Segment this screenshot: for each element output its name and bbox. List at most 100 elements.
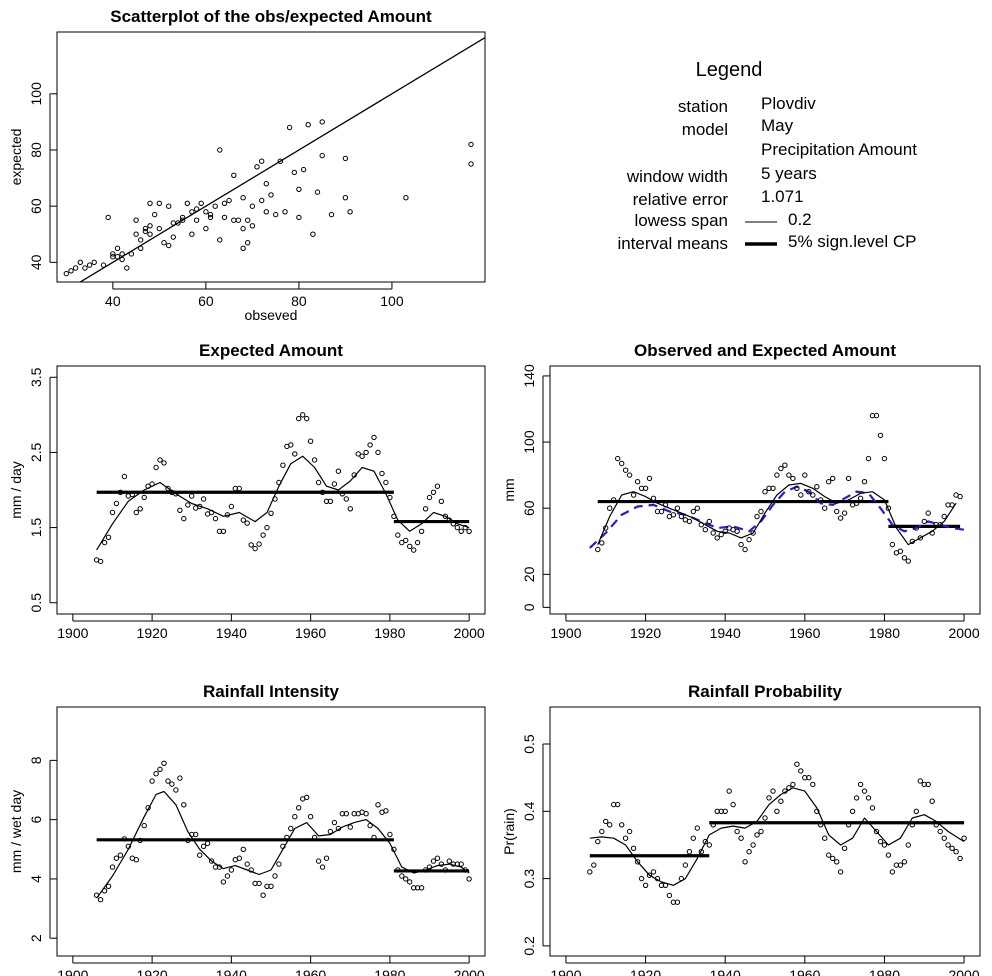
y-tick-label: 20: [521, 566, 537, 582]
x-tick-label: 1940: [216, 625, 247, 641]
data-point: [650, 495, 657, 501]
data-point: [718, 531, 724, 538]
data-point: [754, 832, 760, 838]
data-point: [145, 483, 151, 489]
y-tick-label: 4: [28, 875, 44, 883]
data-point: [138, 237, 144, 243]
data-point: [259, 197, 265, 204]
data-point: [814, 808, 820, 814]
data-point: [152, 211, 158, 218]
data-point: [626, 828, 633, 835]
data-point: [885, 505, 892, 511]
data-point: [881, 455, 888, 462]
data-point: [177, 507, 183, 513]
data-point: [702, 527, 708, 533]
data-point: [905, 558, 911, 564]
data-point: [826, 479, 832, 485]
data-point: [170, 234, 177, 240]
x-tick-label: 1900: [550, 967, 581, 976]
data-point: [161, 240, 167, 246]
data-point: [109, 864, 116, 870]
data-point: [310, 231, 316, 237]
data-point: [798, 492, 804, 498]
observed-expected-plot: Observed and Expected Amount 1900 1920 1940…: [501, 341, 981, 641]
data-point: [595, 838, 601, 845]
data-point: [240, 225, 246, 232]
x-tick-label: 1920: [630, 625, 661, 641]
data-point: [264, 524, 270, 531]
data-point: [810, 492, 816, 498]
data-point: [742, 546, 748, 553]
data-point: [216, 864, 223, 870]
data-point: [97, 897, 104, 903]
x-tick-label: 1920: [630, 967, 661, 976]
legend-value-interval-means: 5% sign.level CP: [788, 232, 917, 251]
y-tick-label: 40: [28, 254, 44, 270]
data-point: [256, 880, 262, 887]
data-point: [185, 837, 191, 844]
data-point: [603, 525, 609, 531]
data-point: [296, 186, 302, 193]
y-tick-label: 60: [28, 198, 44, 214]
y-axis-label: mm / day: [8, 461, 24, 519]
data-point: [762, 489, 768, 495]
y-axis-label: expected: [8, 129, 24, 186]
data-point: [434, 855, 441, 861]
data-point: [189, 231, 195, 237]
data-point: [142, 228, 149, 235]
data-point: [845, 475, 852, 482]
data-point: [786, 472, 792, 478]
data-point: [77, 259, 84, 265]
data-point: [342, 155, 349, 162]
data-point: [462, 867, 468, 873]
x-tick-label: 1940: [710, 625, 741, 641]
data-point: [806, 489, 812, 495]
data-point: [873, 828, 880, 835]
data-point: [834, 859, 840, 865]
data-point: [794, 761, 800, 767]
data-point: [226, 197, 232, 204]
data-point: [845, 822, 852, 828]
data-point: [193, 217, 200, 223]
data-point: [119, 256, 125, 263]
legend-label-relative-error: relative error: [633, 190, 729, 209]
data-point: [240, 195, 246, 201]
data-point: [607, 505, 613, 511]
data-point: [929, 798, 935, 804]
data-point: [468, 141, 474, 148]
data-point: [121, 473, 128, 480]
y-tick-label: 140: [521, 364, 537, 388]
data-point: [328, 211, 335, 218]
data-point: [746, 849, 752, 855]
data-point: [165, 778, 171, 784]
data-point: [244, 861, 250, 867]
data-point: [466, 876, 472, 882]
data-point: [197, 852, 203, 858]
data-point: [957, 493, 963, 500]
data-point: [666, 892, 673, 899]
data-point: [387, 494, 393, 501]
data-point: [897, 548, 904, 554]
data-point: [766, 795, 772, 801]
data-point: [200, 496, 207, 502]
data-point: [917, 778, 923, 784]
data-point: [184, 200, 191, 207]
data-point: [327, 828, 334, 835]
y-tick-label: 0: [521, 603, 537, 611]
plot-area: [589, 412, 965, 564]
data-point: [273, 211, 279, 218]
x-tick-label: 40: [105, 293, 121, 309]
data-point: [224, 873, 231, 879]
data-point: [72, 265, 79, 271]
x-tick-label: 1980: [869, 967, 900, 976]
data-point: [212, 515, 219, 522]
data-point: [347, 506, 353, 512]
data-point: [830, 855, 836, 862]
data-point: [458, 861, 464, 867]
data-point: [248, 542, 254, 548]
data-point: [383, 808, 389, 814]
data-point: [149, 778, 155, 784]
data-point: [734, 528, 740, 534]
data-point: [335, 825, 342, 832]
